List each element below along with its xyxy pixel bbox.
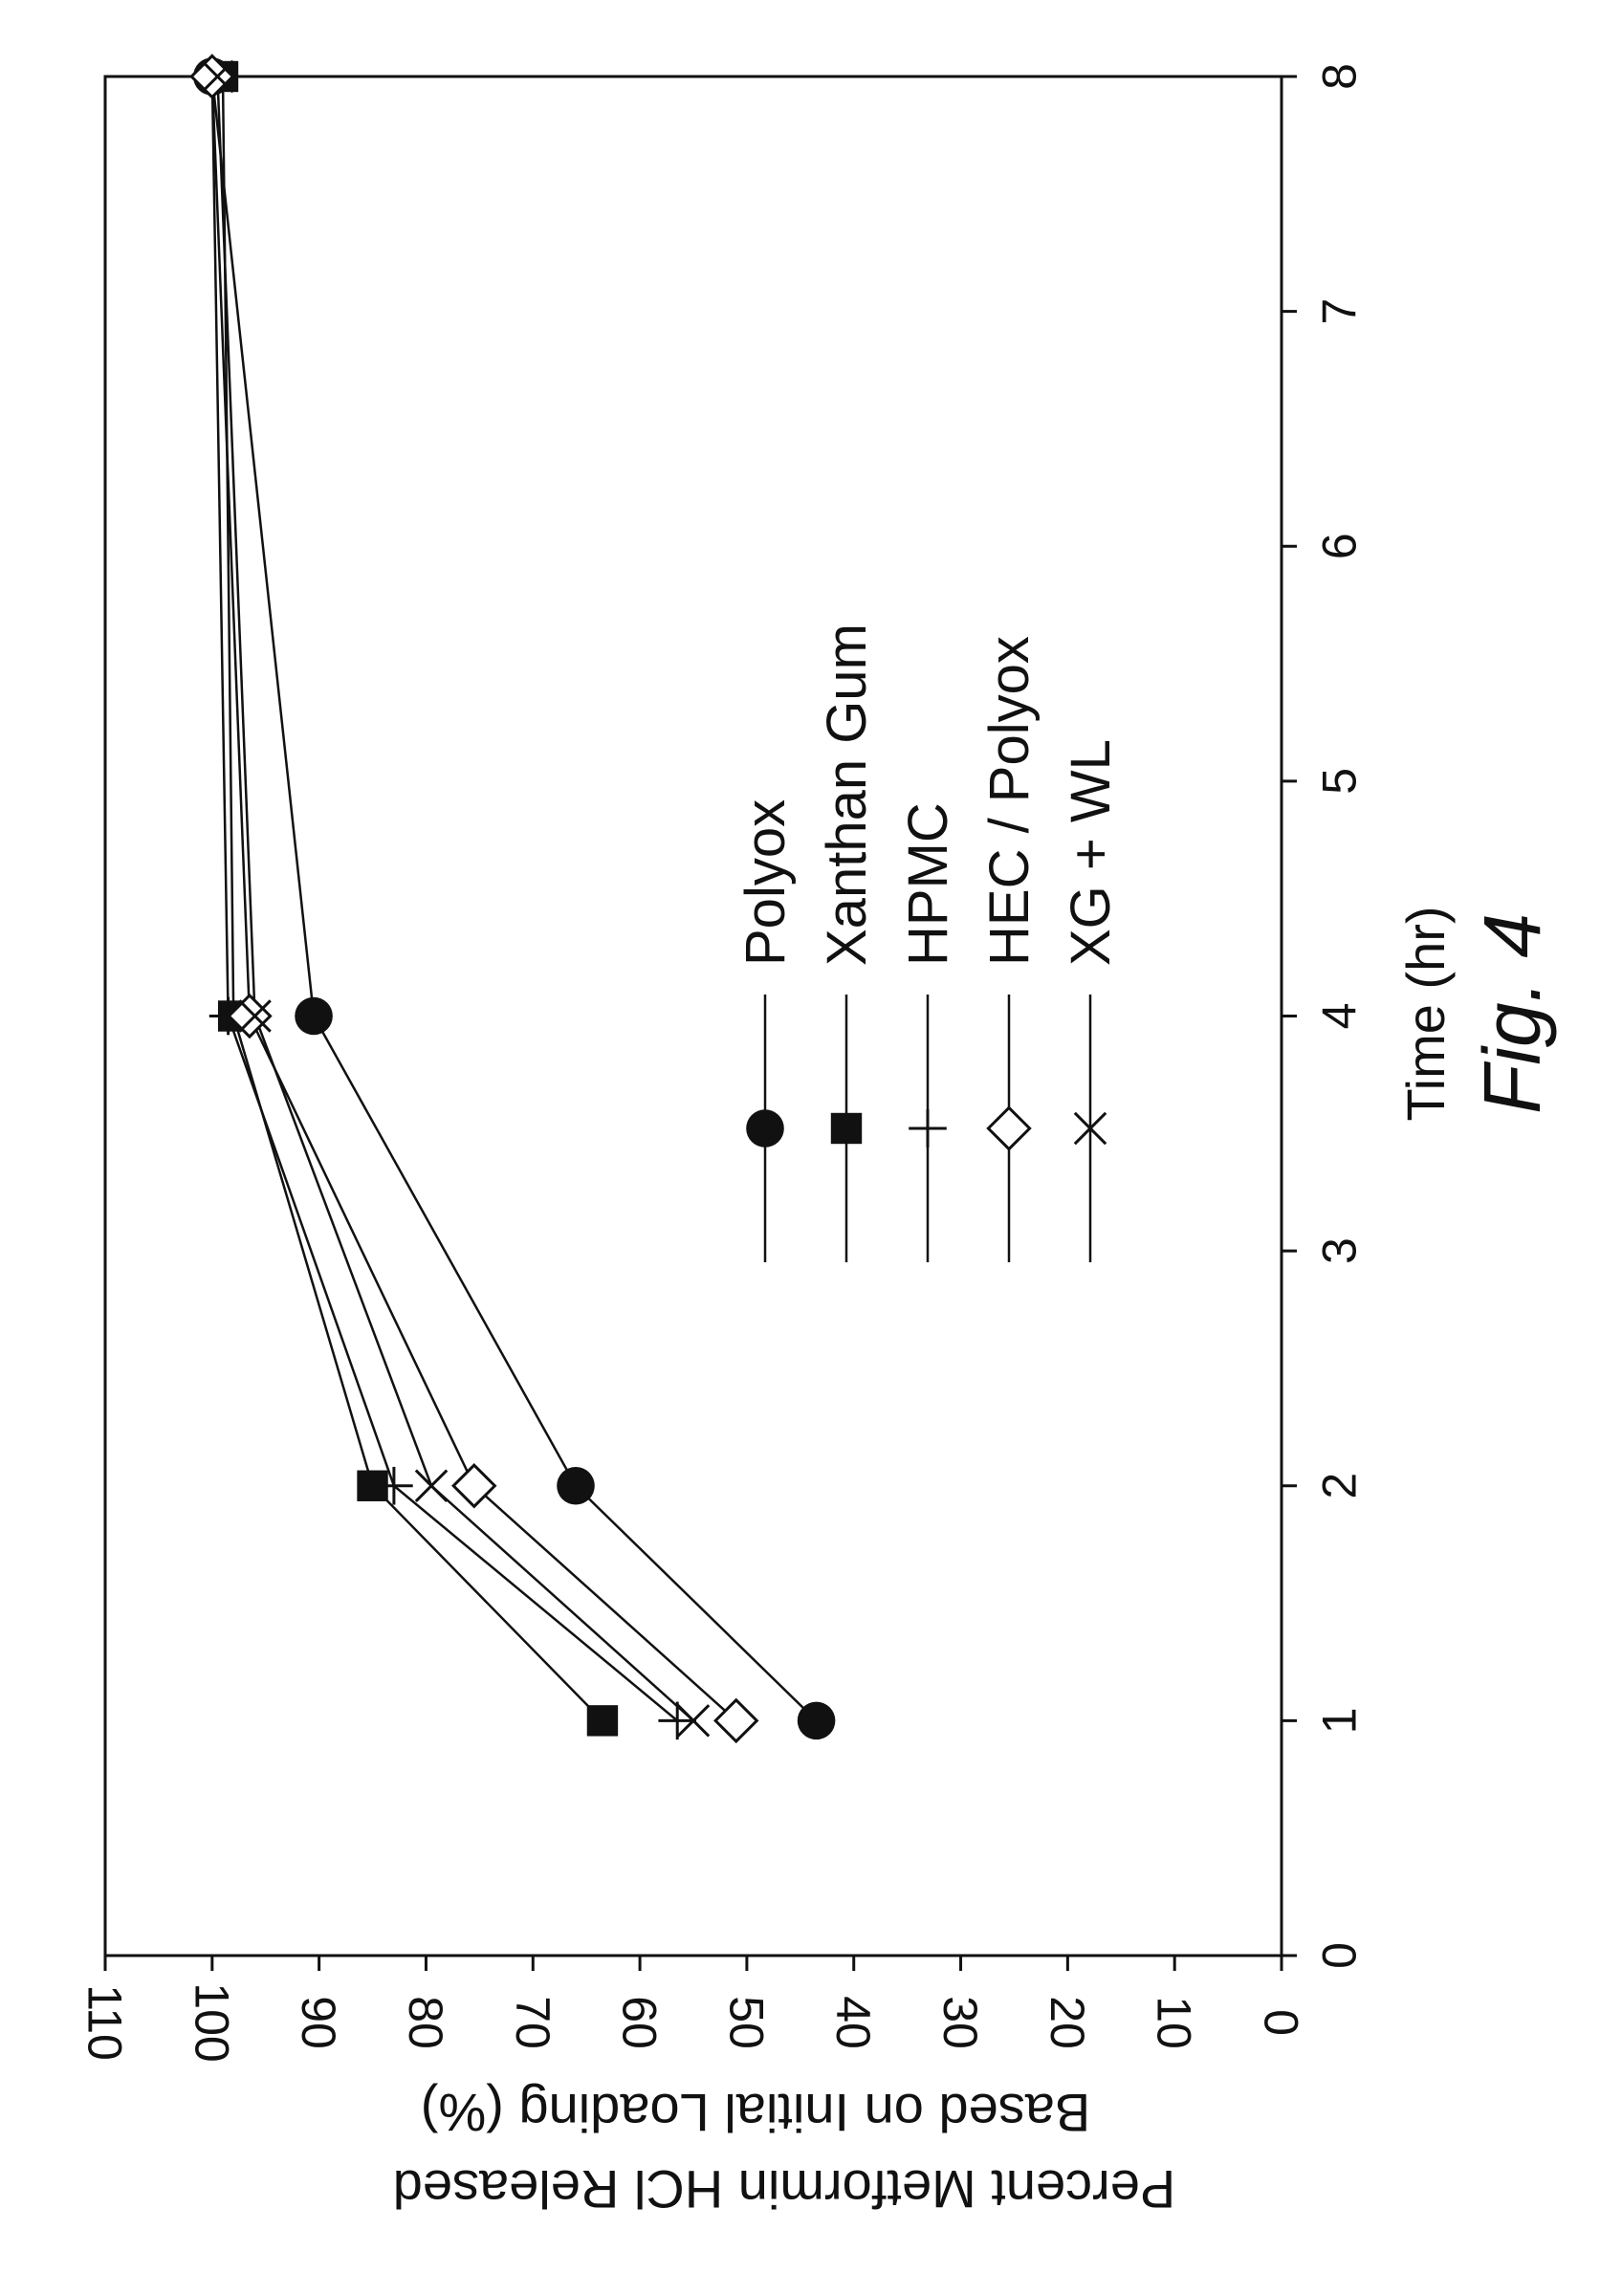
y-axis-title-line1: Percent Metformin HCl Released [393, 2159, 1176, 2219]
series-line-0 [210, 76, 818, 1722]
x-tick-label: 8 [1313, 63, 1367, 90]
legend-marker-3 [986, 1105, 1032, 1151]
x-tick-label: 6 [1313, 533, 1367, 559]
legend-marker-2 [909, 1109, 947, 1148]
y-tick-label: 50 [719, 1996, 773, 2049]
data-point-1 [586, 1705, 619, 1737]
y-tick-label: 80 [399, 1996, 452, 2049]
x-tick-label: 0 [1313, 1942, 1367, 1969]
data-point-4 [238, 999, 272, 1033]
y-tick-label: 0 [1255, 2009, 1308, 2036]
data-point-4 [676, 1704, 711, 1738]
legend-label-0: Polyox [734, 799, 797, 966]
plot-frame [103, 75, 1283, 1957]
figure-caption: Fig. 4 [1467, 913, 1557, 1114]
data-point-2 [658, 1701, 697, 1740]
legend-marker-0 [746, 1109, 784, 1148]
legend-marker-4 [1073, 1111, 1107, 1146]
legend-marker-1 [830, 1112, 863, 1145]
x-tick-label: 1 [1313, 1707, 1367, 1734]
legend: Polyox Xanthan Gum HPMC HEC / Polyox XG + WL [734, 623, 1122, 1262]
data-point-0 [797, 1701, 836, 1740]
data-point-4 [201, 59, 234, 94]
series-markers [189, 54, 836, 1744]
data-point-3 [451, 1463, 497, 1509]
cross-b [201, 59, 234, 94]
y-tick-label: 70 [506, 1996, 559, 2049]
data-point-0 [295, 996, 333, 1036]
y-tick-label: 30 [933, 1996, 987, 2049]
y-tick-label: 90 [292, 1996, 345, 2049]
series-lines [210, 76, 818, 1722]
x-axis-title: Time (hr) [1395, 906, 1456, 1121]
x-tick-label: 4 [1313, 1003, 1367, 1030]
legend-label-4: XG + WL [1060, 739, 1122, 966]
y-tick-label: 20 [1041, 1996, 1094, 2049]
data-point-2 [375, 1466, 413, 1505]
cross-b [238, 999, 272, 1033]
y-tick-label: 110 [78, 1984, 132, 2061]
series-line-2 [210, 76, 679, 1722]
y-tick-label: 10 [1148, 1996, 1201, 2049]
data-point-4 [414, 1469, 449, 1503]
x-tick-label: 2 [1313, 1473, 1367, 1499]
x-tick-label: 3 [1313, 1237, 1367, 1264]
cross-b [414, 1469, 449, 1503]
data-point-0 [557, 1466, 595, 1505]
series-line-4 [216, 76, 694, 1722]
legend-label-3: HEC / Polyox [978, 636, 1041, 966]
y-tick-label: 60 [613, 1996, 667, 2049]
y-axis-title-line2: Based on Initial Loading (%) [421, 2083, 1090, 2143]
series-line-3 [210, 76, 737, 1722]
x-tick-label: 7 [1313, 298, 1367, 325]
cross-b [1073, 1111, 1107, 1146]
cross-b [676, 1704, 711, 1738]
series-line-1 [221, 76, 603, 1722]
x-tick-label: 5 [1313, 768, 1367, 795]
legend-label-2: HPMC [897, 802, 959, 966]
y-tick-label: 100 [185, 1982, 238, 2062]
y-tick-label: 40 [826, 1996, 880, 2049]
data-point-3 [713, 1697, 759, 1744]
legend-label-1: Xanthan Gum [816, 623, 878, 966]
